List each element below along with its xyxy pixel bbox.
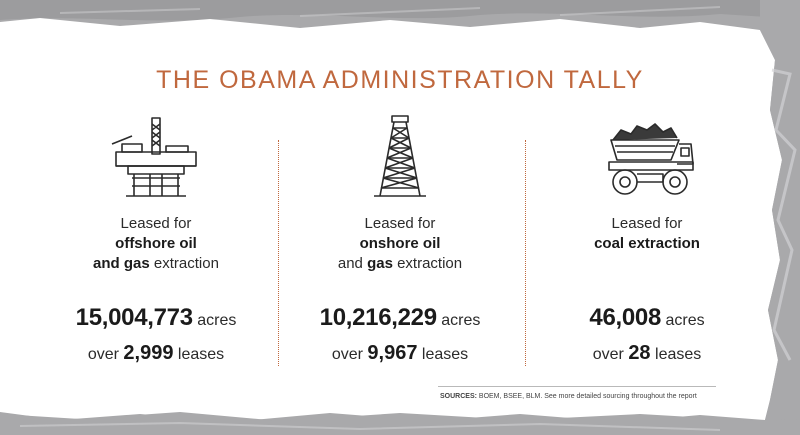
- offshore-column: Leased for offshore oil and gas extracti…: [36, 112, 276, 370]
- sources-label: SOURCES:: [440, 393, 477, 400]
- column-divider: [525, 140, 526, 366]
- coal-column: Leased for coal extraction 46,008 acres …: [527, 112, 767, 370]
- leases-value: 28: [628, 342, 651, 364]
- resource-type-label: coal extraction: [594, 235, 700, 252]
- resource-type-label: gas: [367, 255, 393, 272]
- sources-rule: [438, 386, 716, 387]
- acres-unit: acres: [192, 312, 237, 329]
- resource-type-label: and gas: [93, 255, 150, 272]
- acres-unit: acres: [436, 312, 481, 329]
- leased-for-label: Leased for: [364, 215, 436, 232]
- extraction-label: extraction: [149, 255, 219, 272]
- over-label: over: [592, 346, 629, 363]
- sources-text: BOEM, BSEE, BLM. See more detailed sourc…: [476, 393, 697, 400]
- leases-unit: leases: [650, 346, 702, 363]
- leases-value: 2,999: [123, 342, 174, 364]
- onshore-oil-derrick-icon: [374, 115, 426, 197]
- leased-for-label: Leased for: [120, 215, 192, 232]
- over-label: over: [87, 346, 124, 363]
- acres-value: 10,216,229: [319, 304, 437, 331]
- coal-mining-truck-icon: [608, 123, 694, 195]
- page-title: THE OBAMA ADMINISTRATION TALLY: [156, 66, 644, 94]
- acres-value: 15,004,773: [75, 304, 193, 331]
- leases-value: 9,967: [367, 342, 418, 364]
- acres-value: 46,008: [589, 304, 662, 331]
- and-label: and: [337, 255, 368, 272]
- acres-unit: acres: [661, 312, 705, 329]
- leases-unit: leases: [417, 346, 469, 363]
- offshore-oil-rig-icon: [111, 117, 197, 197]
- over-label: over: [331, 346, 368, 363]
- extraction-label: extraction: [392, 255, 463, 272]
- onshore-column: Leased for onshore oil and gas extractio…: [280, 112, 520, 370]
- leases-unit: leases: [173, 346, 225, 363]
- sources-note: SOURCES: BOEM, BSEE, BLM. See more detai…: [440, 393, 740, 400]
- resource-type-label: onshore oil: [359, 235, 441, 252]
- column-divider: [278, 140, 279, 366]
- leased-for-label: Leased for: [611, 215, 683, 232]
- resource-type-label: offshore oil: [115, 235, 197, 252]
